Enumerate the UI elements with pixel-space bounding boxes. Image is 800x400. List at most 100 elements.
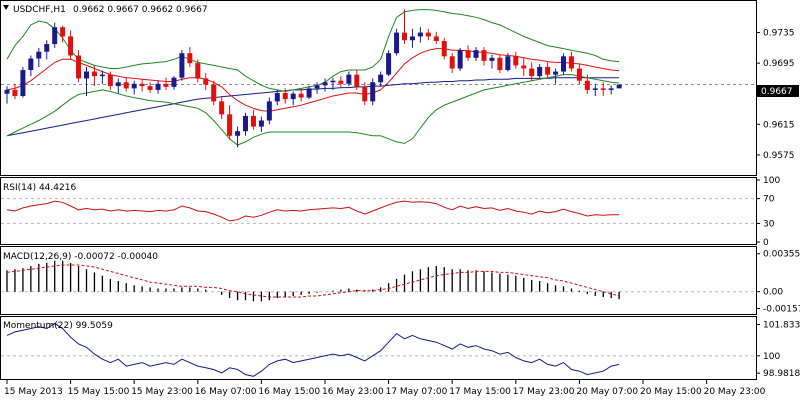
time-axis: 15 May 2013 15 May 15:00 15 May 23:00 16 Ma… bbox=[4, 380, 766, 397]
candle-body bbox=[68, 36, 74, 56]
candle-body bbox=[147, 86, 153, 90]
candle-body bbox=[537, 66, 543, 77]
macd-ytick-label: -0.00157 bbox=[763, 304, 800, 314]
time-tick-label: 15 May 2013 bbox=[4, 387, 63, 397]
candle-body bbox=[378, 74, 384, 83]
candle-body bbox=[497, 57, 503, 71]
candle-body bbox=[84, 71, 89, 79]
rsi-ytick-label: 30 bbox=[763, 219, 775, 229]
momentum-pane bbox=[1, 322, 756, 377]
momentum-ytick-label: 100 bbox=[763, 352, 780, 362]
main-ytick-label: 0.9695 bbox=[763, 59, 795, 69]
candle-body bbox=[370, 82, 376, 102]
candle-body bbox=[545, 66, 551, 75]
candle-body bbox=[489, 57, 495, 61]
candle-body bbox=[227, 114, 233, 136]
candle-body bbox=[338, 80, 344, 84]
candle-body bbox=[362, 86, 368, 102]
candle-body bbox=[131, 83, 137, 89]
bollinger-lower-band bbox=[6, 74, 620, 146]
candle-body bbox=[282, 92, 288, 100]
candle-body bbox=[203, 78, 209, 85]
main-pane-frame bbox=[0, 0, 757, 176]
candle-body bbox=[155, 83, 161, 90]
rsi-ytick-label: 70 bbox=[763, 195, 775, 205]
candle-body bbox=[4, 89, 10, 94]
candle-body bbox=[44, 44, 50, 52]
candle-body bbox=[561, 56, 566, 72]
candle-body bbox=[52, 27, 58, 45]
candle-body bbox=[28, 58, 34, 71]
main-ytick-label: 0.9615 bbox=[763, 120, 795, 130]
ohlc-readout: 0.9662 0.9667 0.9662 0.9667 bbox=[73, 5, 208, 15]
candle-body bbox=[457, 50, 463, 69]
candle-body bbox=[76, 55, 82, 79]
candle-body bbox=[386, 53, 392, 75]
momentum-line bbox=[6, 322, 620, 377]
candle-body bbox=[179, 53, 185, 78]
candle-body bbox=[243, 115, 248, 132]
candle-body bbox=[529, 68, 535, 77]
main-price-pane bbox=[1, 9, 756, 148]
time-tick-label: 16 May 15:00 bbox=[258, 387, 320, 397]
candle-body bbox=[481, 50, 487, 61]
momentum-ytick-label: 101.833 bbox=[763, 321, 800, 331]
candle-body bbox=[250, 115, 256, 127]
candle-body bbox=[449, 56, 455, 69]
candle-body bbox=[187, 53, 193, 64]
candle-body bbox=[195, 63, 201, 79]
candle-body bbox=[330, 80, 336, 83]
candle-body bbox=[513, 56, 519, 66]
candle-body bbox=[568, 56, 574, 69]
candle-body bbox=[12, 89, 18, 97]
time-tick-label: 17 May 23:00 bbox=[513, 387, 575, 397]
candle-body bbox=[576, 68, 582, 81]
time-tick-label: 16 May 07:00 bbox=[195, 387, 257, 397]
candle-body bbox=[20, 70, 26, 97]
rsi-ytick-label: 100 bbox=[763, 176, 780, 186]
price-axis: 0.97350.96950.96550.96150.9575100703000.… bbox=[756, 29, 800, 379]
candle-body bbox=[123, 82, 129, 89]
chart-header-marker bbox=[3, 5, 9, 10]
macd-signal-line bbox=[6, 264, 620, 298]
time-tick-label: 20 May 15:00 bbox=[640, 387, 702, 397]
candle-body bbox=[322, 82, 328, 86]
time-tick-label: 17 May 15:00 bbox=[449, 387, 511, 397]
candle-body bbox=[258, 120, 264, 127]
rsi-pane-frame bbox=[0, 177, 757, 245]
candle-body bbox=[394, 32, 400, 54]
candle-body bbox=[107, 74, 113, 87]
candle-body bbox=[473, 50, 479, 58]
candle-body bbox=[219, 101, 225, 115]
macd-pane bbox=[1, 260, 756, 302]
candle-body bbox=[314, 85, 320, 89]
candle-body bbox=[608, 88, 614, 90]
main-ytick-label: 0.9575 bbox=[763, 151, 795, 161]
time-tick-label: 20 May 23:00 bbox=[704, 387, 766, 397]
candle-body bbox=[115, 82, 121, 87]
candle-body bbox=[441, 40, 447, 57]
time-tick-label: 20 May 07:00 bbox=[576, 387, 638, 397]
time-tick-label: 16 May 23:00 bbox=[322, 387, 384, 397]
candle-body bbox=[592, 88, 598, 90]
candle-body bbox=[91, 71, 97, 77]
momentum-pane-frame bbox=[0, 316, 757, 380]
candle-body bbox=[553, 71, 559, 75]
candle-body bbox=[298, 93, 304, 98]
candle-body bbox=[409, 36, 415, 41]
moving-average-slow-line bbox=[6, 77, 620, 137]
time-tick-label: 15 May 15:00 bbox=[68, 387, 130, 397]
candle-body bbox=[274, 92, 280, 102]
candle-body bbox=[306, 88, 312, 98]
candle-body bbox=[402, 32, 407, 41]
candle-body bbox=[36, 51, 42, 59]
macd-pane-frame bbox=[0, 246, 757, 315]
candle-body bbox=[171, 77, 177, 87]
macd-ytick-label: 0.00355 bbox=[763, 250, 800, 260]
rsi-pane bbox=[1, 198, 756, 224]
time-tick-label: 15 May 23:00 bbox=[131, 387, 193, 397]
candle-body bbox=[211, 84, 217, 102]
rsi-line bbox=[6, 200, 620, 222]
candle-body bbox=[600, 88, 606, 90]
candle-body bbox=[354, 74, 360, 87]
